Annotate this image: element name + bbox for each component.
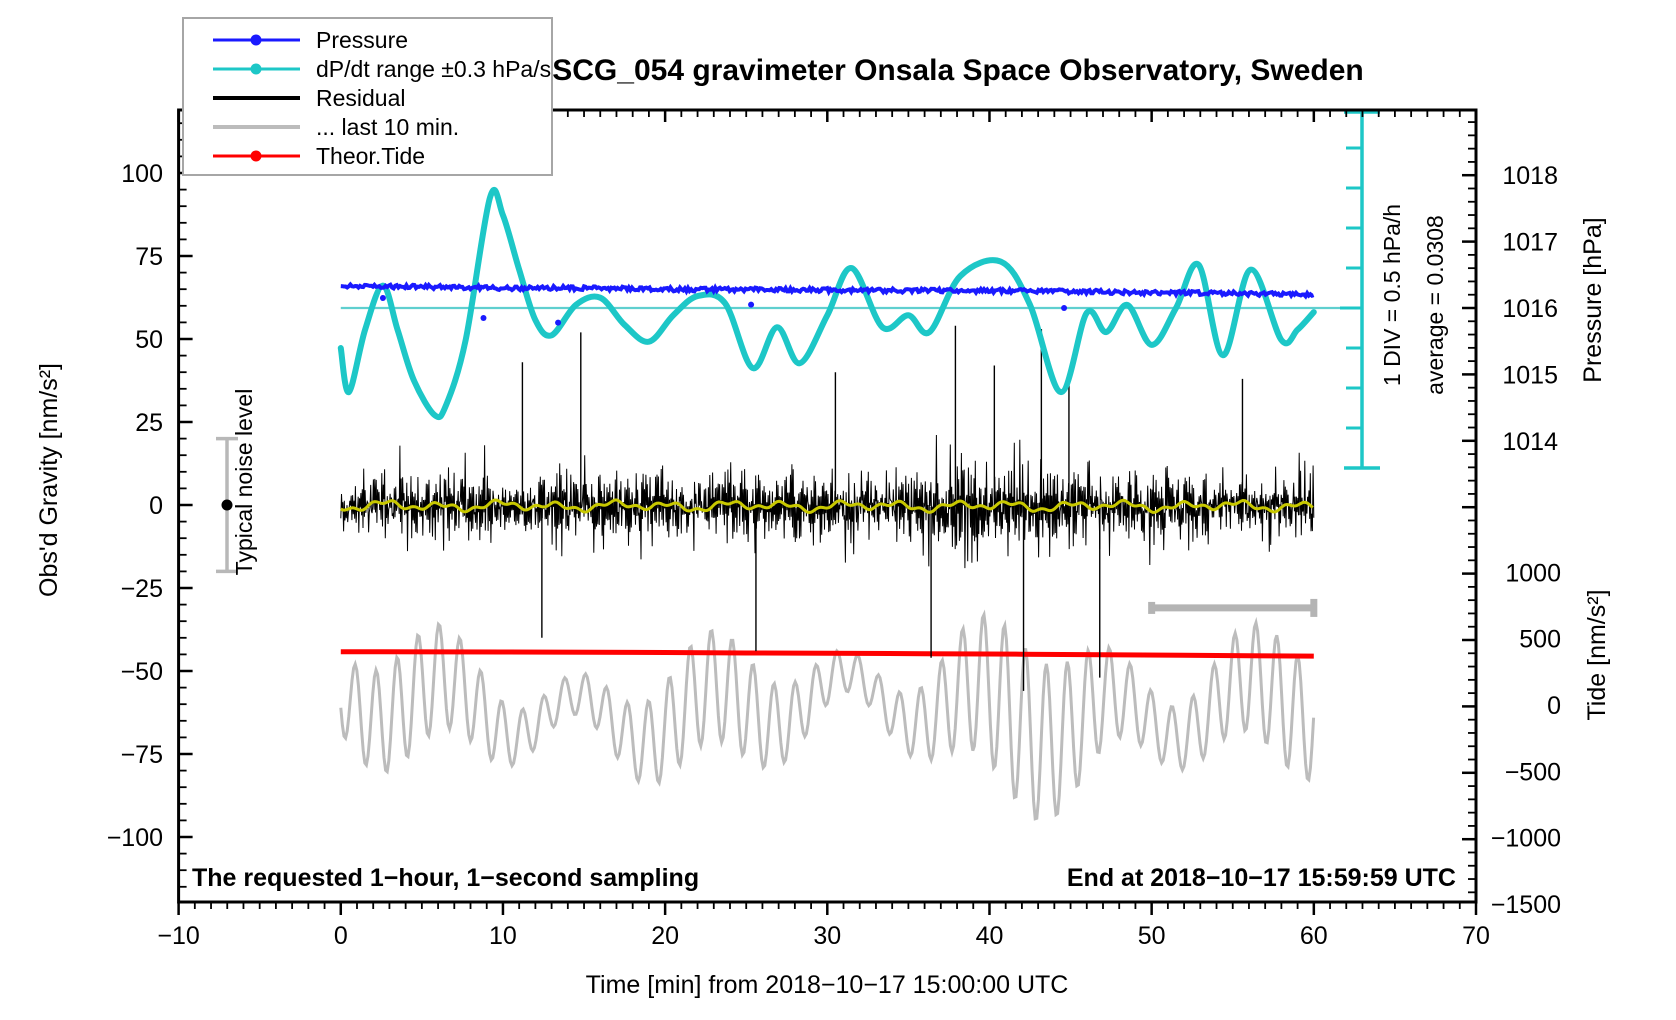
x-axis-title: Time [min] from 2018−10−17 15:00:00 UTC xyxy=(586,971,1069,999)
gravity-tick-label: 50 xyxy=(135,326,163,354)
pressure-marker-dot xyxy=(250,34,262,46)
x-tick-label: 0 xyxy=(334,922,348,950)
x-tick-label: 20 xyxy=(651,922,679,950)
gravity-tick-label: 75 xyxy=(135,243,163,271)
theor-tide-line xyxy=(340,649,1314,659)
left-axis-title: Obs'd Gravity [nm/s²] xyxy=(35,363,63,597)
legend-item-pressure: Pressure xyxy=(213,27,408,53)
tide-tick-label: −1000 xyxy=(1491,825,1561,853)
x-tick-label: 10 xyxy=(489,922,517,950)
pressure-line xyxy=(340,281,1315,300)
gravity-tick-label: −75 xyxy=(121,741,163,769)
dpdt-curve-layer xyxy=(337,186,1317,421)
residual-smoothed-layer xyxy=(340,498,1314,515)
legend-item-tide: Theor.Tide xyxy=(213,143,425,169)
x-tick-label: 40 xyxy=(976,922,1004,950)
gravity-tick-label: −25 xyxy=(121,575,163,603)
pressure-tick-label: 1014 xyxy=(1502,428,1558,456)
pressure-stray-point xyxy=(555,319,562,326)
legend-label-pressure: Pressure xyxy=(316,27,408,53)
tide-tick-label: 0 xyxy=(1547,692,1561,720)
pressure-tick-label: 1016 xyxy=(1502,295,1558,323)
legend-item-last10: ... last 10 min. xyxy=(213,114,459,140)
legend-label-tide: Theor.Tide xyxy=(316,143,425,169)
dpdt-curve xyxy=(337,186,1317,421)
pressure-axis-title: Pressure [hPa] xyxy=(1579,217,1607,382)
tide-tick-label: −1500 xyxy=(1491,891,1561,919)
pressure-stray-point xyxy=(379,295,386,302)
residual-noise-band xyxy=(340,434,1315,569)
x-tick-label: 50 xyxy=(1138,922,1166,950)
legend-label-dpdt: dP/dt range ±0.3 hPa/s xyxy=(316,56,551,82)
x-tick-label: 70 xyxy=(1462,922,1490,950)
legend-label-last10: ... last 10 min. xyxy=(316,114,459,140)
tide-axis-title: Tide [nm/s²] xyxy=(1583,589,1611,720)
tide-marker-dot xyxy=(250,150,262,162)
legend: Pressure dP/dt range ±0.3 hPa/s Residual… xyxy=(182,17,553,176)
last10-curve xyxy=(339,609,1316,821)
legend-item-dpdt: dP/dt range ±0.3 hPa/s xyxy=(213,56,551,82)
theor-tide-layer xyxy=(340,649,1314,659)
tide-tick-label: 1000 xyxy=(1505,559,1561,587)
tide-tick-label: 500 xyxy=(1519,626,1561,654)
dpdt-marker-dot xyxy=(250,63,262,75)
x-tick-label: 30 xyxy=(813,922,841,950)
legend-label-residual: Residual xyxy=(316,85,406,111)
div-scale-bar-layer xyxy=(1340,110,1380,470)
pressure-tick-label: 1017 xyxy=(1502,229,1558,257)
end-time-annotation: End at 2018−10−17 15:59:59 UTC xyxy=(1067,864,1456,892)
gravity-tick-label: −100 xyxy=(107,824,163,852)
gravity-tick-label: 0 xyxy=(149,492,163,520)
pressure-stray-point xyxy=(748,301,755,308)
residual-layer xyxy=(340,325,1315,691)
last10-bracket-layer xyxy=(1148,598,1318,617)
pressure-tick-label: 1015 xyxy=(1502,361,1558,389)
pressure-tick-label: 1018 xyxy=(1502,162,1558,190)
last10-curve-layer xyxy=(339,609,1316,821)
page-title: SCG_054 gravimeter Onsala Space Observat… xyxy=(552,54,1364,87)
legend-item-residual: Residual xyxy=(213,85,406,111)
residual-smoothed-line xyxy=(340,498,1314,515)
tick-labels-layer: −10 0 10 20 30 40 50 60 701007550250−25−50−75−10… xyxy=(107,160,1561,950)
noise-level-bar-layer xyxy=(216,436,238,574)
x-tick-label: −10 xyxy=(157,922,199,950)
noise-level-dot xyxy=(221,499,233,511)
gravity-tick-label: 25 xyxy=(135,409,163,437)
pressure-stray-point xyxy=(480,314,487,321)
noise-level-label: Typical noise level xyxy=(231,389,257,576)
gravity-tick-label: −50 xyxy=(121,658,163,686)
pressure-stray-point xyxy=(1061,305,1068,311)
tide-tick-label: −500 xyxy=(1505,758,1561,786)
div-scale-label: 1 DIV = 0.5 hPa/h xyxy=(1379,204,1405,386)
gravity-tick-label: 100 xyxy=(121,160,163,188)
sampling-annotation: The requested 1−hour, 1−second sampling xyxy=(192,864,699,892)
pressure-curve-layer xyxy=(340,281,1315,326)
x-tick-label: 60 xyxy=(1300,922,1328,950)
average-value-label: average = 0.0308 xyxy=(1422,215,1448,395)
